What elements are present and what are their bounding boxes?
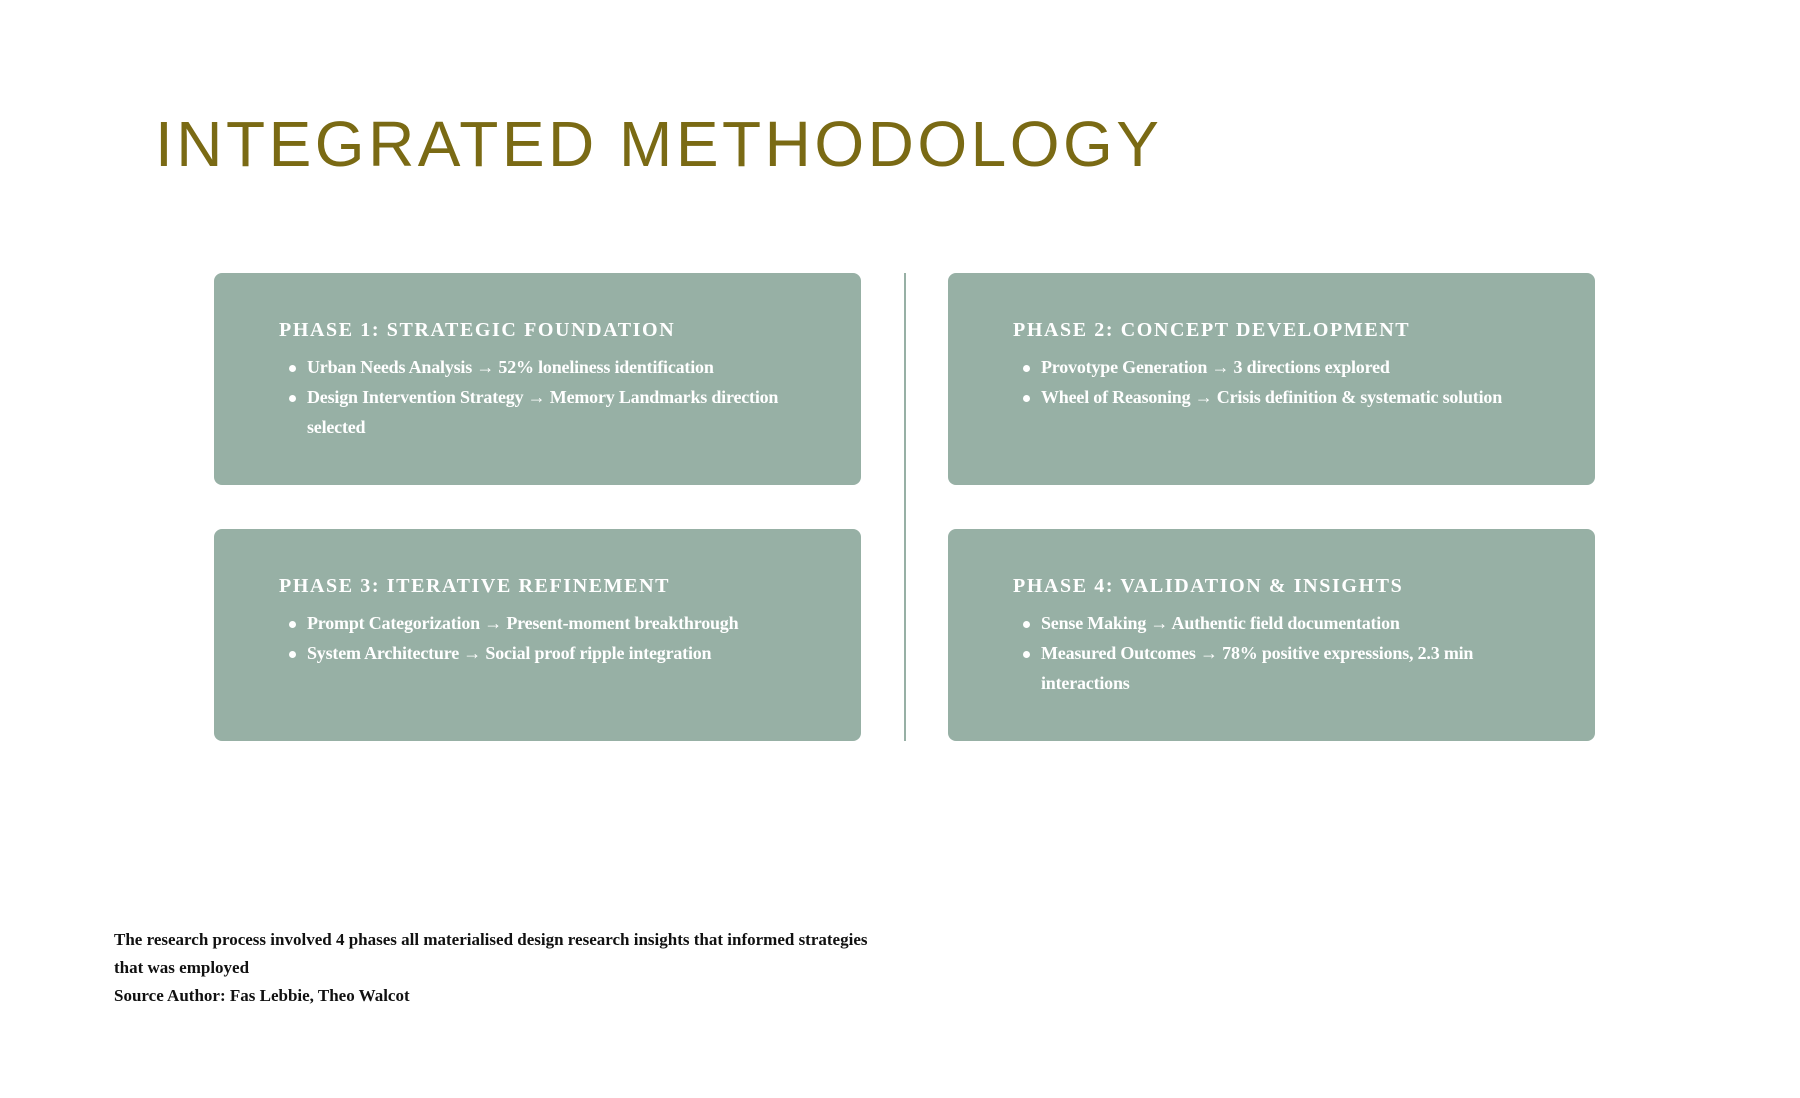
phase-card-1: PHASE 1: STRATEGIC FOUNDATION Urban Need… <box>214 273 861 485</box>
phase-heading: PHASE 3: ITERATIVE REFINEMENT <box>279 575 671 597</box>
list-item: Urban Needs Analysis → 52% loneliness id… <box>289 352 821 382</box>
phase-card-2: PHASE 2: CONCEPT DEVELOPMENT Provotype G… <box>948 273 1595 485</box>
page-title: INTEGRATED METHODOLOGY <box>155 108 1163 180</box>
phase-list: Urban Needs Analysis → 52% loneliness id… <box>279 352 821 442</box>
list-item: Wheel of Reasoning → Crisis definition &… <box>1023 382 1555 412</box>
footer-caption: The research process involved 4 phases a… <box>114 926 894 1010</box>
phase-card-3: PHASE 3: ITERATIVE REFINEMENT Prompt Cat… <box>214 529 861 741</box>
list-item: Sense Making → Authentic field documenta… <box>1023 608 1555 638</box>
phase-heading: PHASE 2: CONCEPT DEVELOPMENT <box>1013 319 1411 341</box>
list-item: Design Intervention Strategy → Memory La… <box>289 382 821 442</box>
phase-heading: PHASE 4: VALIDATION & INSIGHTS <box>1013 575 1404 597</box>
phase-list: Provotype Generation → 3 directions expl… <box>1013 352 1555 412</box>
list-item: Prompt Categorization → Present-moment b… <box>289 608 821 638</box>
phase-list: Prompt Categorization → Present-moment b… <box>279 608 821 668</box>
footer-source: Source Author: Fas Lebbie, Theo Walcot <box>114 986 410 1005</box>
list-item: Measured Outcomes → 78% positive express… <box>1023 638 1555 698</box>
vertical-divider <box>904 273 906 741</box>
list-item: System Architecture → Social proof rippl… <box>289 638 821 668</box>
phase-card-4: PHASE 4: VALIDATION & INSIGHTS Sense Mak… <box>948 529 1595 741</box>
footer-description: The research process involved 4 phases a… <box>114 930 868 977</box>
list-item: Provotype Generation → 3 directions expl… <box>1023 352 1555 382</box>
phase-heading: PHASE 1: STRATEGIC FOUNDATION <box>279 319 676 341</box>
phase-list: Sense Making → Authentic field documenta… <box>1013 608 1555 698</box>
